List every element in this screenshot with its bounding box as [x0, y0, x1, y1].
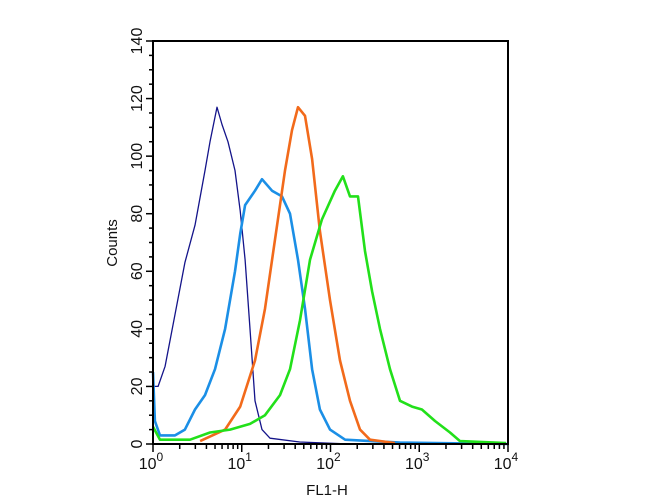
- y-tick-label: 100: [129, 143, 146, 170]
- y-tick-label: 60: [129, 262, 146, 280]
- x-tick-label: 100: [139, 450, 164, 473]
- y-tick-label: 0: [129, 439, 146, 448]
- series-layer: [151, 105, 509, 446]
- x-tick-exponent: 1: [245, 450, 252, 464]
- y-tick-label: 140: [129, 28, 146, 55]
- x-tick-exponent: 2: [334, 450, 341, 464]
- x-tick-exponent: 3: [423, 450, 430, 464]
- x-tick-label: 102: [316, 450, 341, 473]
- y-tick-label: 20: [129, 377, 146, 395]
- x-tick-label: 103: [405, 450, 430, 473]
- x-tick-label: 104: [494, 450, 519, 473]
- x-tick-base: 10: [316, 456, 334, 473]
- x-tick-base: 10: [139, 456, 157, 473]
- series-line-orange: [199, 105, 396, 445]
- x-tick-base: 10: [494, 456, 512, 473]
- x-tick-exponent: 0: [157, 450, 164, 464]
- y-tick-label: 40: [129, 320, 146, 338]
- y-tick-label: 80: [129, 205, 146, 223]
- x-tick-exponent: 4: [512, 450, 519, 464]
- plot-frame: [152, 40, 509, 445]
- series-line-blue: [151, 177, 509, 446]
- x-tick-base: 10: [405, 456, 423, 473]
- series-line-green: [151, 175, 507, 445]
- y-axis-title: Counts: [104, 219, 121, 267]
- x-axis-title: FL1-H: [306, 482, 348, 499]
- series-line-navy: [152, 106, 508, 445]
- y-tick-label: 120: [129, 85, 146, 112]
- x-tick-label: 101: [228, 450, 253, 473]
- x-tick-base: 10: [228, 456, 246, 473]
